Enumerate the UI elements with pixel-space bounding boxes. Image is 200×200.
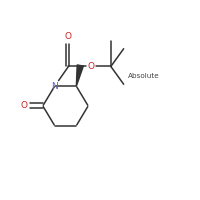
- Text: Absolute: Absolute: [128, 73, 159, 79]
- Text: N: N: [51, 82, 58, 91]
- Text: O: O: [21, 101, 28, 110]
- Polygon shape: [76, 65, 83, 86]
- Text: O: O: [88, 62, 95, 71]
- Text: O: O: [65, 32, 72, 41]
